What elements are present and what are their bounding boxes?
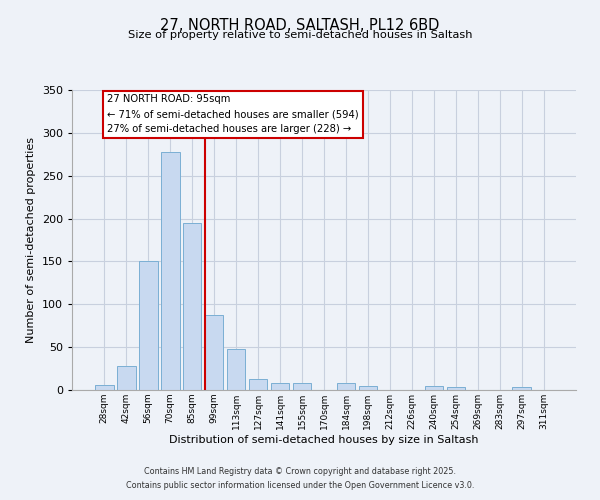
Bar: [271, 383, 289, 390]
Bar: [512, 388, 531, 390]
Bar: [249, 379, 268, 390]
Bar: [183, 223, 202, 390]
Bar: [293, 383, 311, 390]
Bar: [337, 383, 355, 390]
Text: Contains HM Land Registry data © Crown copyright and database right 2025.: Contains HM Land Registry data © Crown c…: [144, 467, 456, 476]
Bar: [95, 385, 113, 390]
Bar: [359, 386, 377, 390]
Text: 27, NORTH ROAD, SALTASH, PL12 6BD: 27, NORTH ROAD, SALTASH, PL12 6BD: [160, 18, 440, 32]
Bar: [227, 349, 245, 390]
Text: 27 NORTH ROAD: 95sqm
← 71% of semi-detached houses are smaller (594)
27% of semi: 27 NORTH ROAD: 95sqm ← 71% of semi-detac…: [107, 94, 359, 134]
Bar: [139, 262, 158, 390]
Bar: [425, 386, 443, 390]
X-axis label: Distribution of semi-detached houses by size in Saltash: Distribution of semi-detached houses by …: [169, 434, 479, 444]
Y-axis label: Number of semi-detached properties: Number of semi-detached properties: [26, 137, 36, 343]
Bar: [117, 366, 136, 390]
Bar: [161, 152, 179, 390]
Bar: [205, 314, 223, 390]
Bar: [446, 388, 465, 390]
Text: Contains public sector information licensed under the Open Government Licence v3: Contains public sector information licen…: [126, 481, 474, 490]
Text: Size of property relative to semi-detached houses in Saltash: Size of property relative to semi-detach…: [128, 30, 472, 40]
